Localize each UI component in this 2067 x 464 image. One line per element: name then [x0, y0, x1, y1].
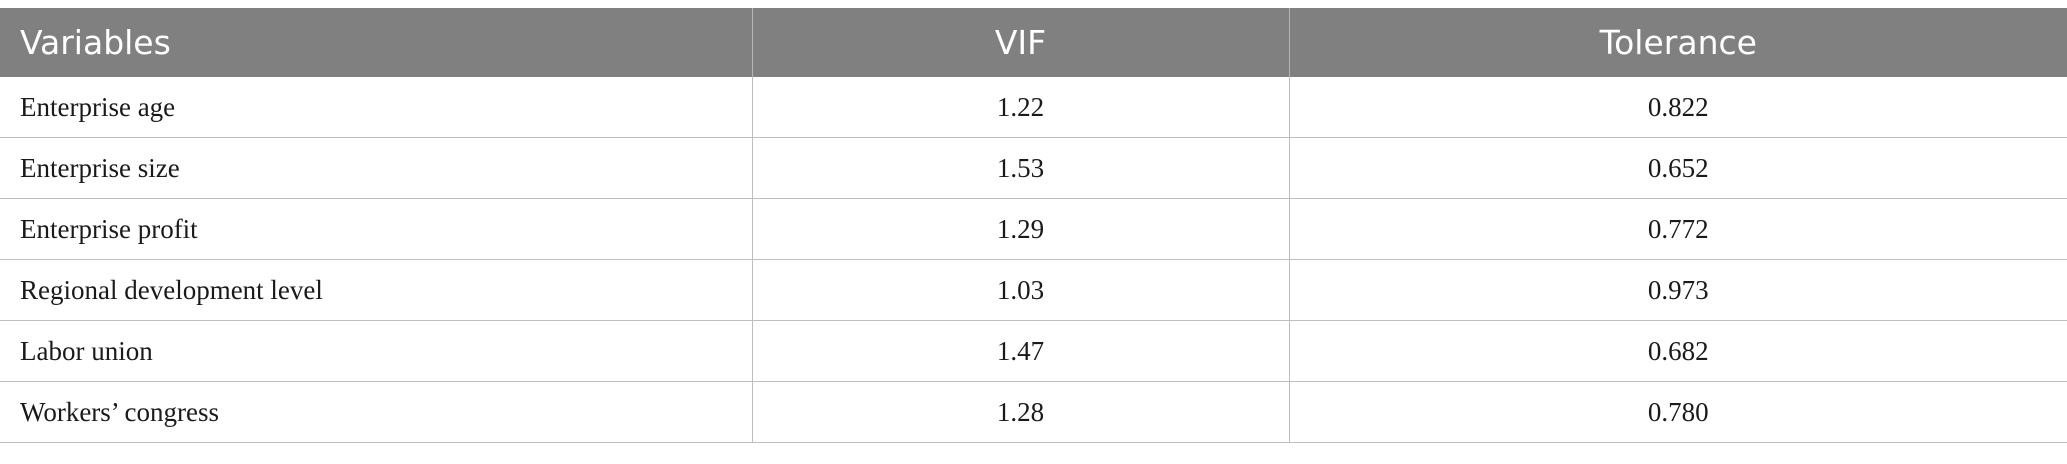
table-header: Variables VIF Tolerance [0, 8, 2067, 77]
cell-variable: Workers’ congress [0, 381, 753, 443]
vif-tolerance-table: Variables VIF Tolerance Enterprise age 1… [0, 8, 2067, 443]
cell-tolerance: 0.822 [1289, 77, 2067, 138]
header-tolerance: Tolerance [1599, 23, 1757, 62]
header-row: Variables VIF Tolerance [0, 8, 2067, 77]
table-row: Regional development level 1.03 0.973 [0, 259, 2067, 321]
cell-tolerance: 0.973 [1289, 259, 2067, 321]
cell-vif: 1.28 [752, 381, 1290, 443]
header-variables: Variables [0, 8, 753, 77]
vif-table-container: Variables VIF Tolerance Enterprise age 1… [0, 8, 2067, 443]
cell-variable: Labor union [0, 320, 753, 382]
table-row: Workers’ congress 1.28 0.780 [0, 381, 2067, 443]
table-row: Enterprise age 1.22 0.822 [0, 77, 2067, 138]
cell-tolerance: 0.682 [1289, 320, 2067, 382]
cell-tolerance: 0.652 [1289, 137, 2067, 199]
table-row: Enterprise profit 1.29 0.772 [0, 198, 2067, 260]
table-row: Labor union 1.47 0.682 [0, 320, 2067, 382]
cell-variable: Enterprise size [0, 137, 753, 199]
table-body: Enterprise age 1.22 0.822 Enterprise siz… [0, 77, 2067, 443]
cell-vif: 1.03 [752, 259, 1290, 321]
cell-vif: 1.53 [752, 137, 1290, 199]
header-vif: VIF [752, 8, 1290, 77]
cell-vif: 1.47 [752, 320, 1290, 382]
cell-vif: 1.29 [752, 198, 1290, 260]
cell-variable: Regional development level [0, 259, 753, 321]
table-row: Enterprise size 1.53 0.652 [0, 137, 2067, 199]
cell-tolerance: 0.780 [1289, 381, 2067, 443]
cell-vif: 1.22 [752, 77, 1290, 138]
cell-variable: Enterprise profit [0, 198, 753, 260]
cell-tolerance: 0.772 [1289, 198, 2067, 260]
cell-variable: Enterprise age [0, 77, 753, 138]
